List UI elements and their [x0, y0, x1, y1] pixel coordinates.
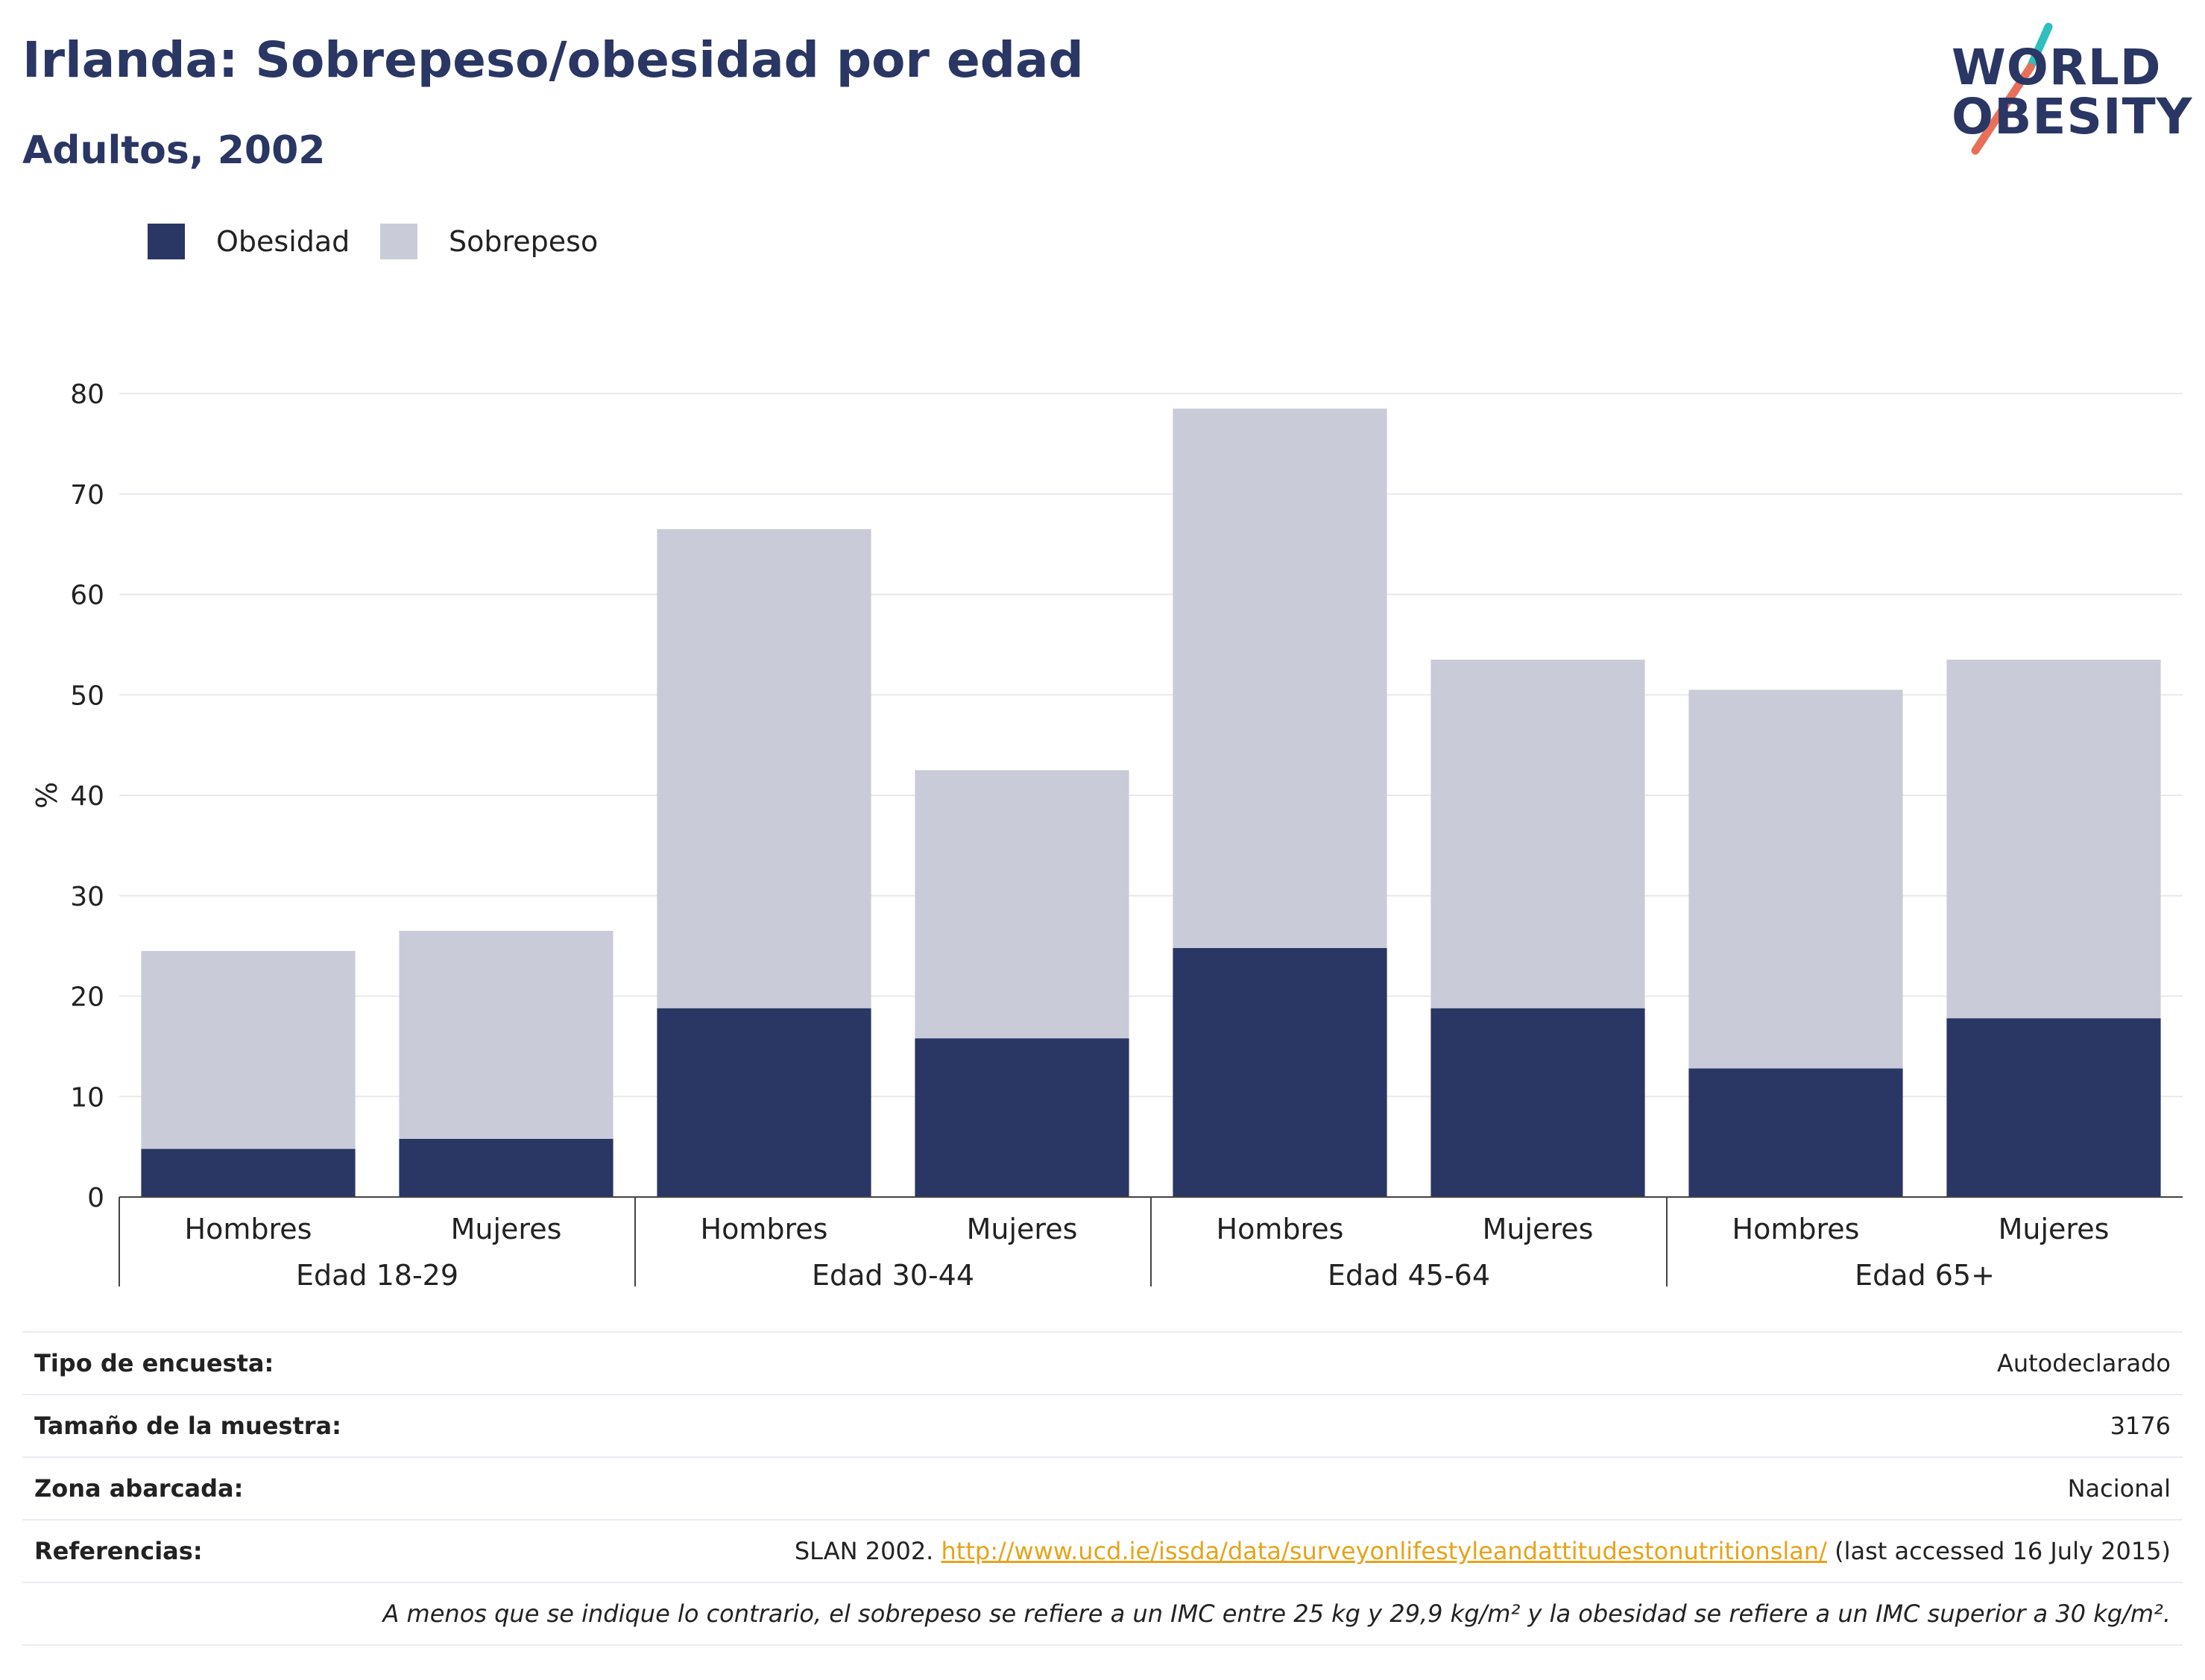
group-label: Edad 30-44: [812, 1259, 974, 1292]
info-value: Autodeclarado: [1996, 1349, 2171, 1377]
stacked-bar-chart: 0 10 20 30 40 50 60 70 80% Hombres Mujeres Hombres M…: [31, 379, 2183, 1292]
bar-sobrepeso: [1430, 660, 1645, 1008]
info-row-survey-type: Tipo de encuesta: Autodeclarado: [22, 1333, 2183, 1395]
x-tick-label: Mujeres: [967, 1213, 1078, 1245]
bar-sobrepeso: [915, 770, 1129, 1039]
world-obesity-logo: WORLD OBESITY: [1938, 22, 2192, 157]
logo-word-obesity: OBESITY: [1952, 88, 2193, 145]
bar-sobrepeso: [1688, 689, 1903, 1069]
bar-sobrepeso: [1946, 660, 2161, 1019]
x-tick-label: Mujeres: [451, 1213, 562, 1245]
info-key: Tipo de encuesta:: [34, 1349, 274, 1377]
x-tick-label: Hombres: [1217, 1213, 1344, 1245]
legend-swatch-obesidad: [148, 224, 185, 259]
group-label: Edad 45-64: [1328, 1259, 1490, 1292]
y-axis-label: %: [31, 782, 63, 809]
bar-obesidad: [399, 1138, 613, 1197]
y-tick-label: 50: [70, 680, 104, 711]
bar-sobrepeso: [141, 950, 356, 1149]
info-row-area: Zona abarcada: Nacional: [22, 1458, 2183, 1520]
definition-note-text: A menos que se indique lo contrario, el …: [382, 1600, 2171, 1628]
info-key: Tamaño de la muestra:: [34, 1412, 341, 1440]
y-tick-label: 70: [70, 480, 104, 511]
info-value: 3176: [2110, 1412, 2171, 1440]
logo-slash-icon: [1971, 22, 2053, 155]
y-tick-label: 30: [70, 882, 104, 912]
references-value: SLAN 2002. http://www.ucd.ie/issda/data/…: [795, 1537, 2171, 1565]
bar-sobrepeso: [1173, 408, 1387, 948]
references-link[interactable]: http://www.ucd.ie/issda/data/surveyonlif…: [941, 1537, 1827, 1565]
x-tick-label: Hombres: [1732, 1213, 1860, 1245]
logo-word-world: WORLD: [1952, 39, 2162, 96]
bar-obesidad: [657, 1008, 871, 1197]
y-tick-label: 20: [70, 982, 104, 1013]
bar-obesidad: [915, 1038, 1129, 1197]
legend-swatch-sobrepeso: [380, 224, 417, 259]
info-key: Referencias:: [34, 1537, 203, 1565]
legend-label-sobrepeso: Sobrepeso: [449, 225, 599, 258]
info-value: Nacional: [2067, 1474, 2171, 1503]
group-label: Edad 65+: [1855, 1259, 1995, 1292]
y-tick-label: 60: [70, 581, 104, 611]
y-tick-label: 80: [70, 379, 104, 410]
survey-info-table: Tipo de encuesta: Autodeclarado Tamaño d…: [22, 1331, 2183, 1646]
bar-obesidad: [1430, 1008, 1645, 1197]
references-suffix: (last accessed 16 July 2015): [1826, 1537, 2171, 1565]
references-prefix: SLAN 2002.: [794, 1537, 941, 1565]
definition-note: A menos que se indique lo contrario, el …: [22, 1583, 2183, 1646]
info-row-references: Referencias: SLAN 2002. http://www.ucd.i…: [22, 1520, 2183, 1583]
bar-obesidad: [1946, 1018, 2161, 1197]
x-tick-label: Hombres: [701, 1213, 828, 1245]
info-row-sample-size: Tamaño de la muestra: 3176: [22, 1395, 2183, 1458]
page-subtitle: Adultos, 2002: [22, 128, 326, 173]
y-tick-label: 0: [87, 1183, 104, 1213]
bar-obesidad: [1688, 1068, 1903, 1197]
x-tick-label: Mujeres: [1999, 1213, 2110, 1245]
y-tick-label: 10: [70, 1082, 104, 1113]
info-key: Zona abarcada:: [34, 1474, 244, 1503]
bar-sobrepeso: [399, 930, 613, 1139]
bar-obesidad: [1173, 947, 1387, 1197]
bar-obesidad: [141, 1149, 356, 1197]
y-tick-label: 40: [70, 781, 104, 812]
x-tick-label: Hombres: [185, 1213, 312, 1245]
x-tick-label: Mujeres: [1483, 1213, 1594, 1245]
legend-label-obesidad: Obesidad: [216, 225, 350, 258]
page-title: Irlanda: Sobrepeso/obesidad por edad: [22, 31, 1084, 89]
bar-sobrepeso: [657, 528, 871, 1008]
group-label: Edad 18-29: [296, 1259, 458, 1292]
